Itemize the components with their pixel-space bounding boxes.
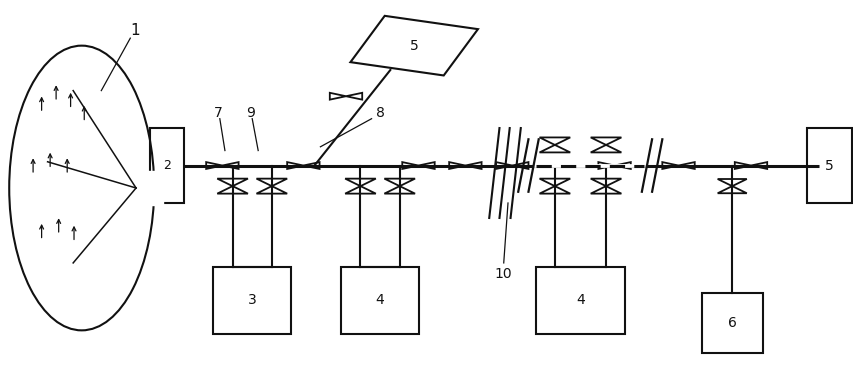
Text: 10: 10 bbox=[495, 267, 512, 281]
Text: 7: 7 bbox=[213, 106, 223, 120]
Bar bbox=[150, 128, 183, 203]
Text: 1: 1 bbox=[131, 23, 140, 38]
Bar bbox=[806, 128, 850, 203]
Text: 9: 9 bbox=[246, 106, 255, 120]
Bar bbox=[535, 267, 624, 334]
Text: 5: 5 bbox=[409, 39, 418, 53]
Bar bbox=[350, 16, 478, 76]
Text: 3: 3 bbox=[247, 293, 256, 308]
Text: 4: 4 bbox=[375, 293, 384, 308]
Text: 4: 4 bbox=[576, 293, 584, 308]
Text: 2: 2 bbox=[163, 159, 171, 172]
Text: 6: 6 bbox=[727, 316, 736, 330]
Bar bbox=[700, 293, 762, 353]
Bar bbox=[212, 267, 291, 334]
Bar bbox=[340, 267, 419, 334]
Text: 5: 5 bbox=[824, 159, 833, 173]
Text: 8: 8 bbox=[375, 106, 384, 120]
